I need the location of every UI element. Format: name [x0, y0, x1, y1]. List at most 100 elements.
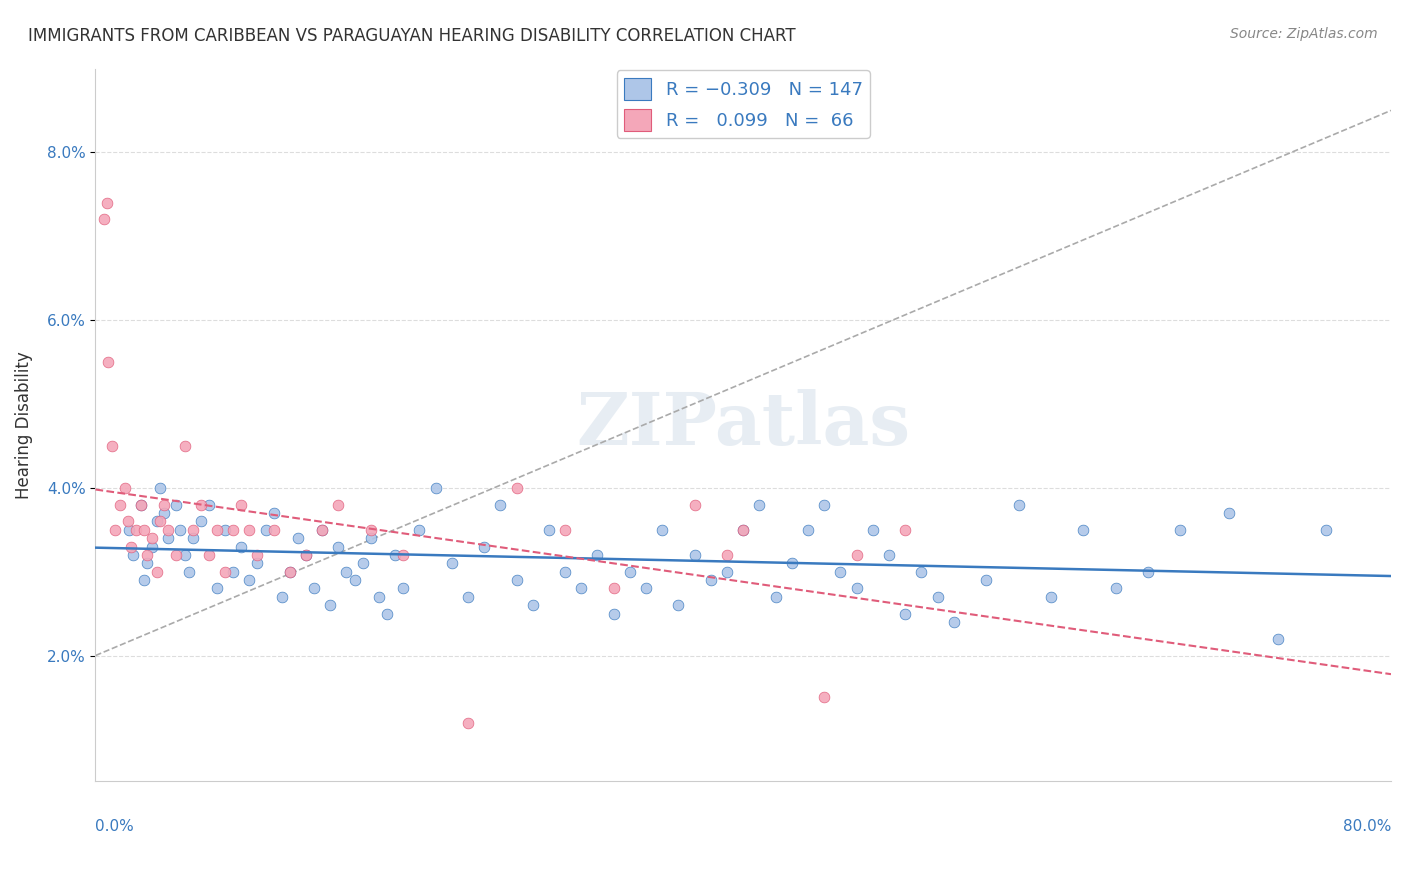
Point — [1218, 506, 1240, 520]
Point — [668, 598, 690, 612]
Point — [602, 582, 624, 596]
Point — [157, 523, 180, 537]
Point — [231, 498, 253, 512]
Point — [974, 573, 997, 587]
Text: IMMIGRANTS FROM CARIBBEAN VS PARAGUAYAN HEARING DISABILITY CORRELATION CHART: IMMIGRANTS FROM CARIBBEAN VS PARAGUAYAN … — [28, 27, 796, 45]
Point — [813, 498, 835, 512]
Point — [894, 607, 917, 621]
Point — [173, 548, 195, 562]
Point — [125, 523, 148, 537]
Point — [797, 523, 820, 537]
Point — [845, 548, 868, 562]
Point — [190, 514, 212, 528]
Text: ZIPatlas: ZIPatlas — [576, 390, 910, 460]
Point — [231, 540, 253, 554]
Point — [505, 481, 527, 495]
Point — [117, 514, 139, 528]
Point — [319, 598, 342, 612]
Point — [263, 523, 285, 537]
Point — [295, 548, 318, 562]
Point — [440, 556, 463, 570]
Point — [384, 548, 406, 562]
Point — [927, 590, 949, 604]
Point — [700, 573, 723, 587]
Point — [146, 514, 169, 528]
Point — [169, 523, 191, 537]
Point — [765, 590, 787, 604]
Point — [198, 498, 221, 512]
Point — [683, 498, 706, 512]
Point — [375, 607, 398, 621]
Point — [152, 506, 174, 520]
Point — [100, 439, 122, 453]
Point — [505, 573, 527, 587]
Point — [335, 565, 357, 579]
Point — [569, 582, 592, 596]
Point — [360, 531, 382, 545]
Point — [1105, 582, 1128, 596]
Point — [1267, 632, 1289, 646]
Point — [97, 355, 120, 369]
Point — [132, 523, 155, 537]
Point — [457, 590, 479, 604]
Point — [149, 481, 172, 495]
Point — [813, 690, 835, 705]
Point — [554, 565, 576, 579]
Point — [108, 498, 131, 512]
Point — [141, 531, 163, 545]
Point — [733, 523, 755, 537]
Point — [149, 514, 172, 528]
Point — [780, 556, 803, 570]
Y-axis label: Hearing Disability: Hearing Disability — [15, 351, 32, 499]
Point — [1315, 523, 1337, 537]
Point — [367, 590, 389, 604]
Point — [352, 556, 374, 570]
Point — [118, 523, 141, 537]
Text: 0.0%: 0.0% — [96, 819, 134, 834]
Point — [1007, 498, 1029, 512]
Point — [132, 573, 155, 587]
Point — [830, 565, 852, 579]
Point — [238, 573, 260, 587]
Point — [93, 212, 115, 227]
Point — [1170, 523, 1192, 537]
Point — [425, 481, 447, 495]
Point — [748, 498, 770, 512]
Point — [238, 523, 260, 537]
Point — [683, 548, 706, 562]
Point — [311, 523, 333, 537]
Point — [222, 565, 245, 579]
Point — [214, 565, 236, 579]
Point — [173, 439, 195, 453]
Point — [619, 565, 641, 579]
Point — [910, 565, 932, 579]
Point — [554, 523, 576, 537]
Point — [141, 540, 163, 554]
Point — [198, 548, 221, 562]
Point — [636, 582, 658, 596]
Point — [263, 506, 285, 520]
Point — [246, 556, 269, 570]
Point — [121, 548, 143, 562]
Point — [716, 565, 738, 579]
Point — [96, 195, 118, 210]
Point — [181, 531, 204, 545]
Point — [120, 540, 142, 554]
Point — [716, 548, 738, 562]
Point — [181, 523, 204, 537]
Point — [179, 565, 201, 579]
Text: 80.0%: 80.0% — [1343, 819, 1391, 834]
Point — [270, 590, 292, 604]
Point — [114, 481, 136, 495]
Point — [1071, 523, 1094, 537]
Point — [894, 523, 917, 537]
Point — [157, 531, 180, 545]
Point — [136, 556, 159, 570]
Point — [190, 498, 212, 512]
Point — [129, 498, 152, 512]
Point — [129, 498, 152, 512]
Point — [222, 523, 245, 537]
Point — [295, 548, 318, 562]
Point — [537, 523, 560, 537]
Point — [862, 523, 884, 537]
